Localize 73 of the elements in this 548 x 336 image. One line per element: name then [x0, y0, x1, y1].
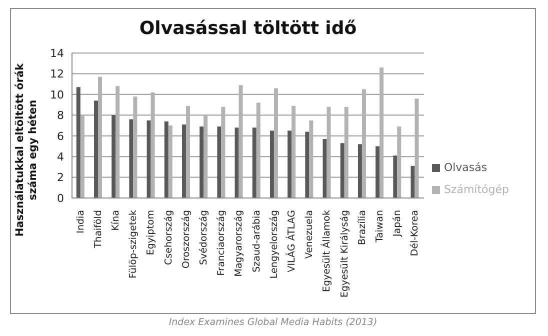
bar — [217, 126, 222, 198]
bar — [76, 87, 80, 198]
bar — [340, 143, 344, 198]
x-tick-label: Dél-Korea — [410, 210, 421, 256]
x-tick-label: Oroszország — [180, 210, 192, 268]
bar — [414, 98, 419, 198]
bar — [344, 106, 348, 198]
x-tick-label: Taiwan — [374, 210, 386, 244]
bar — [270, 130, 274, 198]
x-tick-label: Japán — [392, 210, 404, 238]
x-tick-label: Brazília — [356, 210, 368, 245]
legend-label: Számítógép — [444, 183, 509, 196]
bar — [164, 121, 168, 198]
bar — [146, 120, 151, 198]
bar — [397, 126, 402, 198]
x-tick-label: Egyesült Királyság — [339, 210, 350, 298]
x-tick-label: Franciaország — [216, 210, 228, 276]
bar — [380, 68, 384, 198]
x-tick-label: Magyarország — [234, 210, 245, 277]
bar — [133, 96, 138, 198]
y-tick-label: 2 — [57, 171, 64, 184]
bar — [200, 126, 204, 198]
x-tick-label: India — [75, 210, 86, 234]
bar — [80, 115, 84, 198]
x-tick-label: Thaiföld — [92, 210, 104, 250]
x-tick-label: Lengyelország — [268, 210, 280, 279]
y-tick-label: 6 — [57, 130, 64, 143]
x-tick-label: Egyiptom — [146, 210, 157, 256]
bar — [98, 76, 102, 198]
bar — [326, 106, 331, 198]
chart-title: Olvasással töltött idő — [138, 18, 358, 39]
x-tick-label: VILÁG ÁTLAG — [285, 210, 298, 272]
bar — [358, 144, 362, 198]
x-tick-label: Svédország — [198, 210, 210, 266]
bar — [186, 106, 190, 198]
text: Index Examines Global Media Habits (2013) — [168, 317, 378, 328]
bar — [252, 128, 256, 198]
bar — [376, 146, 380, 198]
y-axis-title: Használatukkal eltöltött órák száma egy héten — [14, 63, 39, 237]
y-tick-label: 4 — [57, 150, 64, 164]
x-tick-label: Csehország — [163, 210, 174, 265]
bar — [274, 88, 278, 198]
bar — [150, 92, 155, 198]
y-tick-label: 0 — [57, 192, 64, 205]
legend-label: Olvasás — [444, 161, 488, 174]
bar — [292, 106, 296, 198]
bar — [305, 132, 310, 198]
bar — [116, 86, 120, 198]
x-tick-label: Egyesült Államok — [320, 210, 333, 292]
bar — [94, 100, 98, 198]
x-tick-label: Fülöp-szigetek — [128, 210, 140, 278]
y-tick-label: 14 — [50, 46, 64, 60]
bar — [238, 85, 243, 198]
bar — [410, 166, 415, 198]
bar — [221, 106, 226, 198]
y-tick-label: 12 — [50, 68, 64, 81]
x-tick-label: Kína — [110, 210, 122, 231]
bar — [234, 128, 239, 198]
bar — [288, 130, 292, 198]
bar — [256, 102, 260, 198]
y-tick-label: 8 — [57, 109, 64, 122]
bar — [182, 124, 186, 198]
bar — [322, 138, 327, 198]
x-tick-label: Venezuela — [304, 210, 316, 259]
bar — [393, 156, 398, 198]
x-tick-label: Szaud-arábia — [251, 210, 262, 272]
bar — [362, 89, 366, 198]
bar — [309, 120, 314, 198]
bar — [129, 119, 134, 198]
y-tick-label: 10 — [50, 88, 64, 102]
bar — [112, 115, 116, 198]
bar — [204, 115, 208, 198]
bar — [168, 126, 172, 198]
